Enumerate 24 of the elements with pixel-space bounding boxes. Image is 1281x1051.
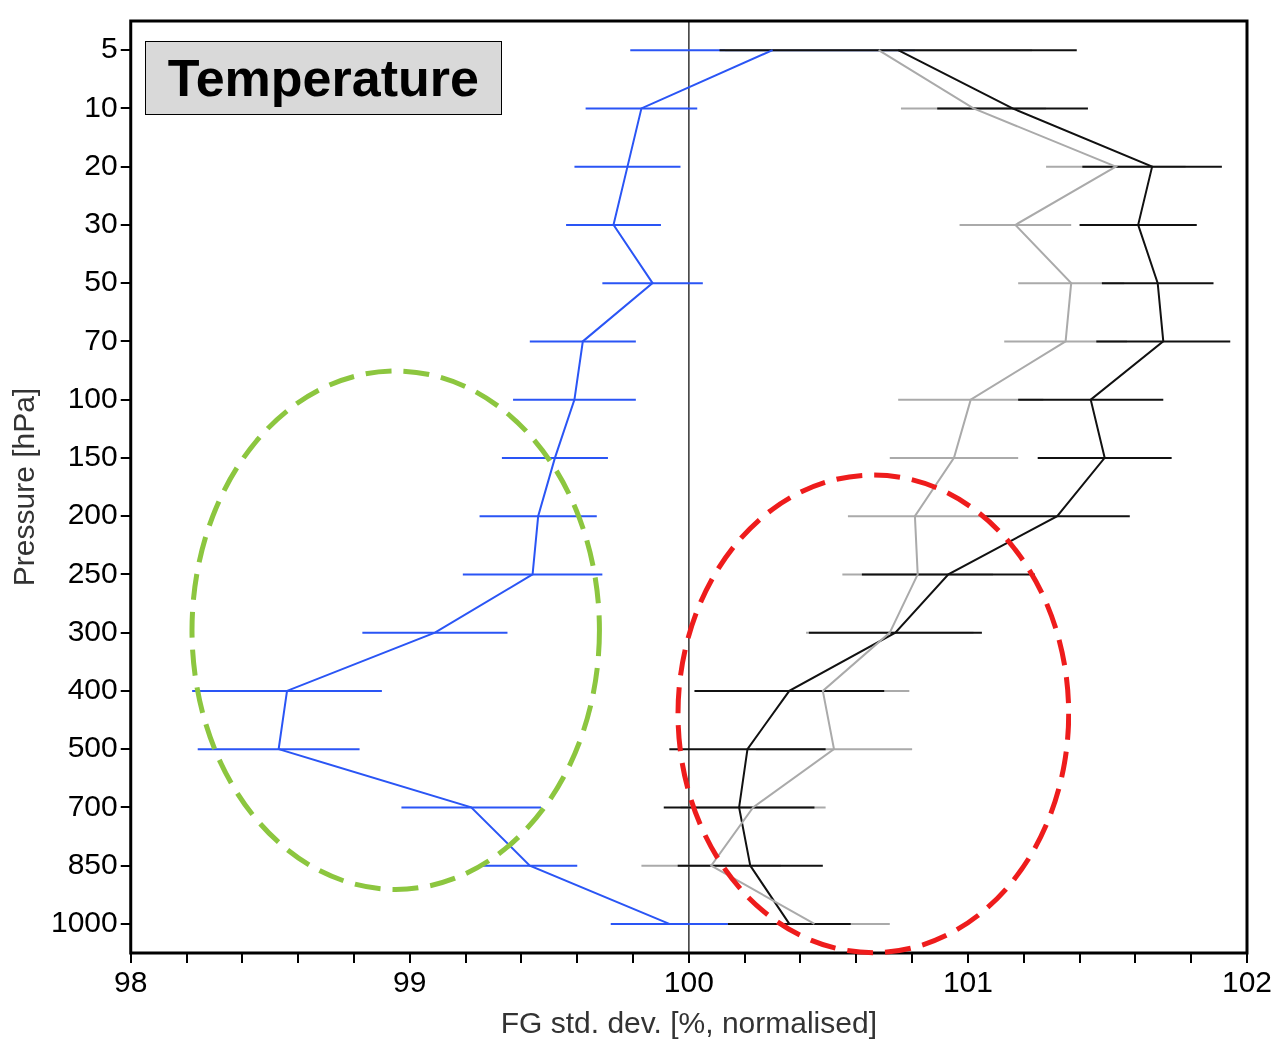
y-axis-title: Pressure [hPa] xyxy=(7,387,41,587)
y-tick-label: 850 xyxy=(67,846,118,880)
y-tick-label: 300 xyxy=(67,613,118,647)
y-tick-label: 70 xyxy=(84,322,118,356)
text: Temperature xyxy=(144,41,502,115)
y-tick-label: 30 xyxy=(84,206,118,240)
x-axis-title: FG std. dev. [%, normalised] xyxy=(500,1006,877,1040)
y-tick-label: 50 xyxy=(84,264,118,298)
y-tick-label: 700 xyxy=(67,788,118,822)
y-tick-label: 400 xyxy=(67,672,118,706)
x-tick-label: 101 xyxy=(942,965,993,999)
y-tick-label: 10 xyxy=(84,89,118,123)
y-tick-label: 20 xyxy=(84,147,118,181)
x-tick-label: 99 xyxy=(393,965,427,999)
y-tick-label: 250 xyxy=(67,555,118,589)
y-tick-label: 500 xyxy=(67,730,118,764)
y-tick-label: 5 xyxy=(101,31,118,65)
x-tick-label: 100 xyxy=(663,965,714,999)
y-tick-label: 1000 xyxy=(50,905,118,939)
x-tick-label: 102 xyxy=(1221,965,1273,999)
x-tick-label: 98 xyxy=(114,965,148,999)
y-tick-label: 150 xyxy=(67,439,118,473)
y-tick-label: 100 xyxy=(67,380,118,414)
y-tick-label: 200 xyxy=(67,497,118,531)
